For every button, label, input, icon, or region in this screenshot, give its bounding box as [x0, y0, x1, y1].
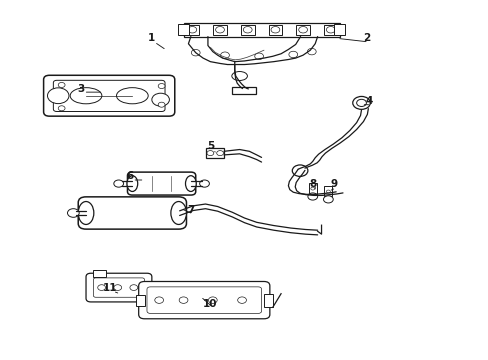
Circle shape	[208, 297, 217, 303]
Bar	[206, 148, 224, 158]
Text: 11: 11	[103, 283, 118, 293]
Ellipse shape	[116, 87, 148, 104]
Bar	[324, 25, 337, 35]
Ellipse shape	[231, 72, 247, 81]
Bar	[185, 25, 199, 35]
Circle shape	[179, 297, 187, 303]
Circle shape	[323, 196, 332, 203]
Bar	[241, 25, 254, 35]
Circle shape	[270, 27, 279, 33]
FancyBboxPatch shape	[93, 278, 144, 297]
Circle shape	[352, 96, 369, 109]
Circle shape	[215, 27, 224, 33]
Circle shape	[288, 51, 297, 58]
FancyBboxPatch shape	[43, 75, 174, 116]
Circle shape	[310, 187, 314, 190]
Text: 9: 9	[329, 179, 337, 189]
Bar	[183, 23, 339, 37]
Circle shape	[152, 93, 169, 106]
Text: 4: 4	[365, 96, 372, 106]
Text: 7: 7	[187, 206, 194, 216]
Circle shape	[67, 209, 79, 217]
Circle shape	[114, 285, 122, 291]
Circle shape	[307, 48, 316, 55]
Circle shape	[58, 82, 65, 87]
Circle shape	[47, 88, 69, 104]
Circle shape	[155, 297, 163, 303]
Text: 8: 8	[308, 179, 316, 189]
Bar	[231, 87, 256, 94]
Circle shape	[187, 27, 196, 33]
Bar	[136, 295, 144, 306]
Circle shape	[58, 106, 65, 111]
FancyBboxPatch shape	[127, 172, 195, 195]
Bar	[296, 25, 309, 35]
Circle shape	[356, 99, 366, 107]
Circle shape	[158, 84, 164, 89]
Circle shape	[206, 150, 213, 156]
Ellipse shape	[127, 176, 138, 192]
Circle shape	[307, 193, 317, 200]
Circle shape	[292, 165, 307, 176]
Circle shape	[216, 150, 223, 156]
Ellipse shape	[70, 87, 102, 104]
Circle shape	[254, 53, 263, 59]
Bar	[264, 294, 272, 307]
Circle shape	[98, 285, 105, 291]
Circle shape	[220, 52, 229, 58]
Bar	[268, 25, 282, 35]
Circle shape	[199, 180, 209, 187]
FancyBboxPatch shape	[139, 282, 269, 319]
Text: 2: 2	[362, 33, 369, 43]
Circle shape	[326, 190, 330, 193]
Circle shape	[130, 285, 138, 291]
Ellipse shape	[170, 202, 186, 225]
Text: 6: 6	[126, 171, 133, 181]
FancyBboxPatch shape	[147, 287, 261, 314]
Bar	[308, 183, 316, 194]
Ellipse shape	[78, 202, 94, 225]
Bar	[333, 24, 345, 36]
Text: 3: 3	[78, 84, 84, 94]
Ellipse shape	[185, 176, 196, 192]
Circle shape	[158, 102, 164, 107]
FancyBboxPatch shape	[53, 80, 164, 112]
Bar	[213, 25, 226, 35]
Circle shape	[237, 297, 246, 303]
Text: 5: 5	[206, 141, 214, 151]
Bar	[93, 270, 105, 277]
Text: 10: 10	[203, 299, 217, 309]
Bar	[177, 24, 189, 36]
Circle shape	[326, 27, 334, 33]
Text: 1: 1	[148, 33, 155, 43]
Circle shape	[298, 27, 307, 33]
FancyBboxPatch shape	[86, 273, 152, 302]
Circle shape	[243, 27, 252, 33]
Circle shape	[114, 180, 123, 187]
Bar	[324, 186, 331, 197]
FancyBboxPatch shape	[78, 197, 186, 229]
Circle shape	[191, 49, 200, 56]
